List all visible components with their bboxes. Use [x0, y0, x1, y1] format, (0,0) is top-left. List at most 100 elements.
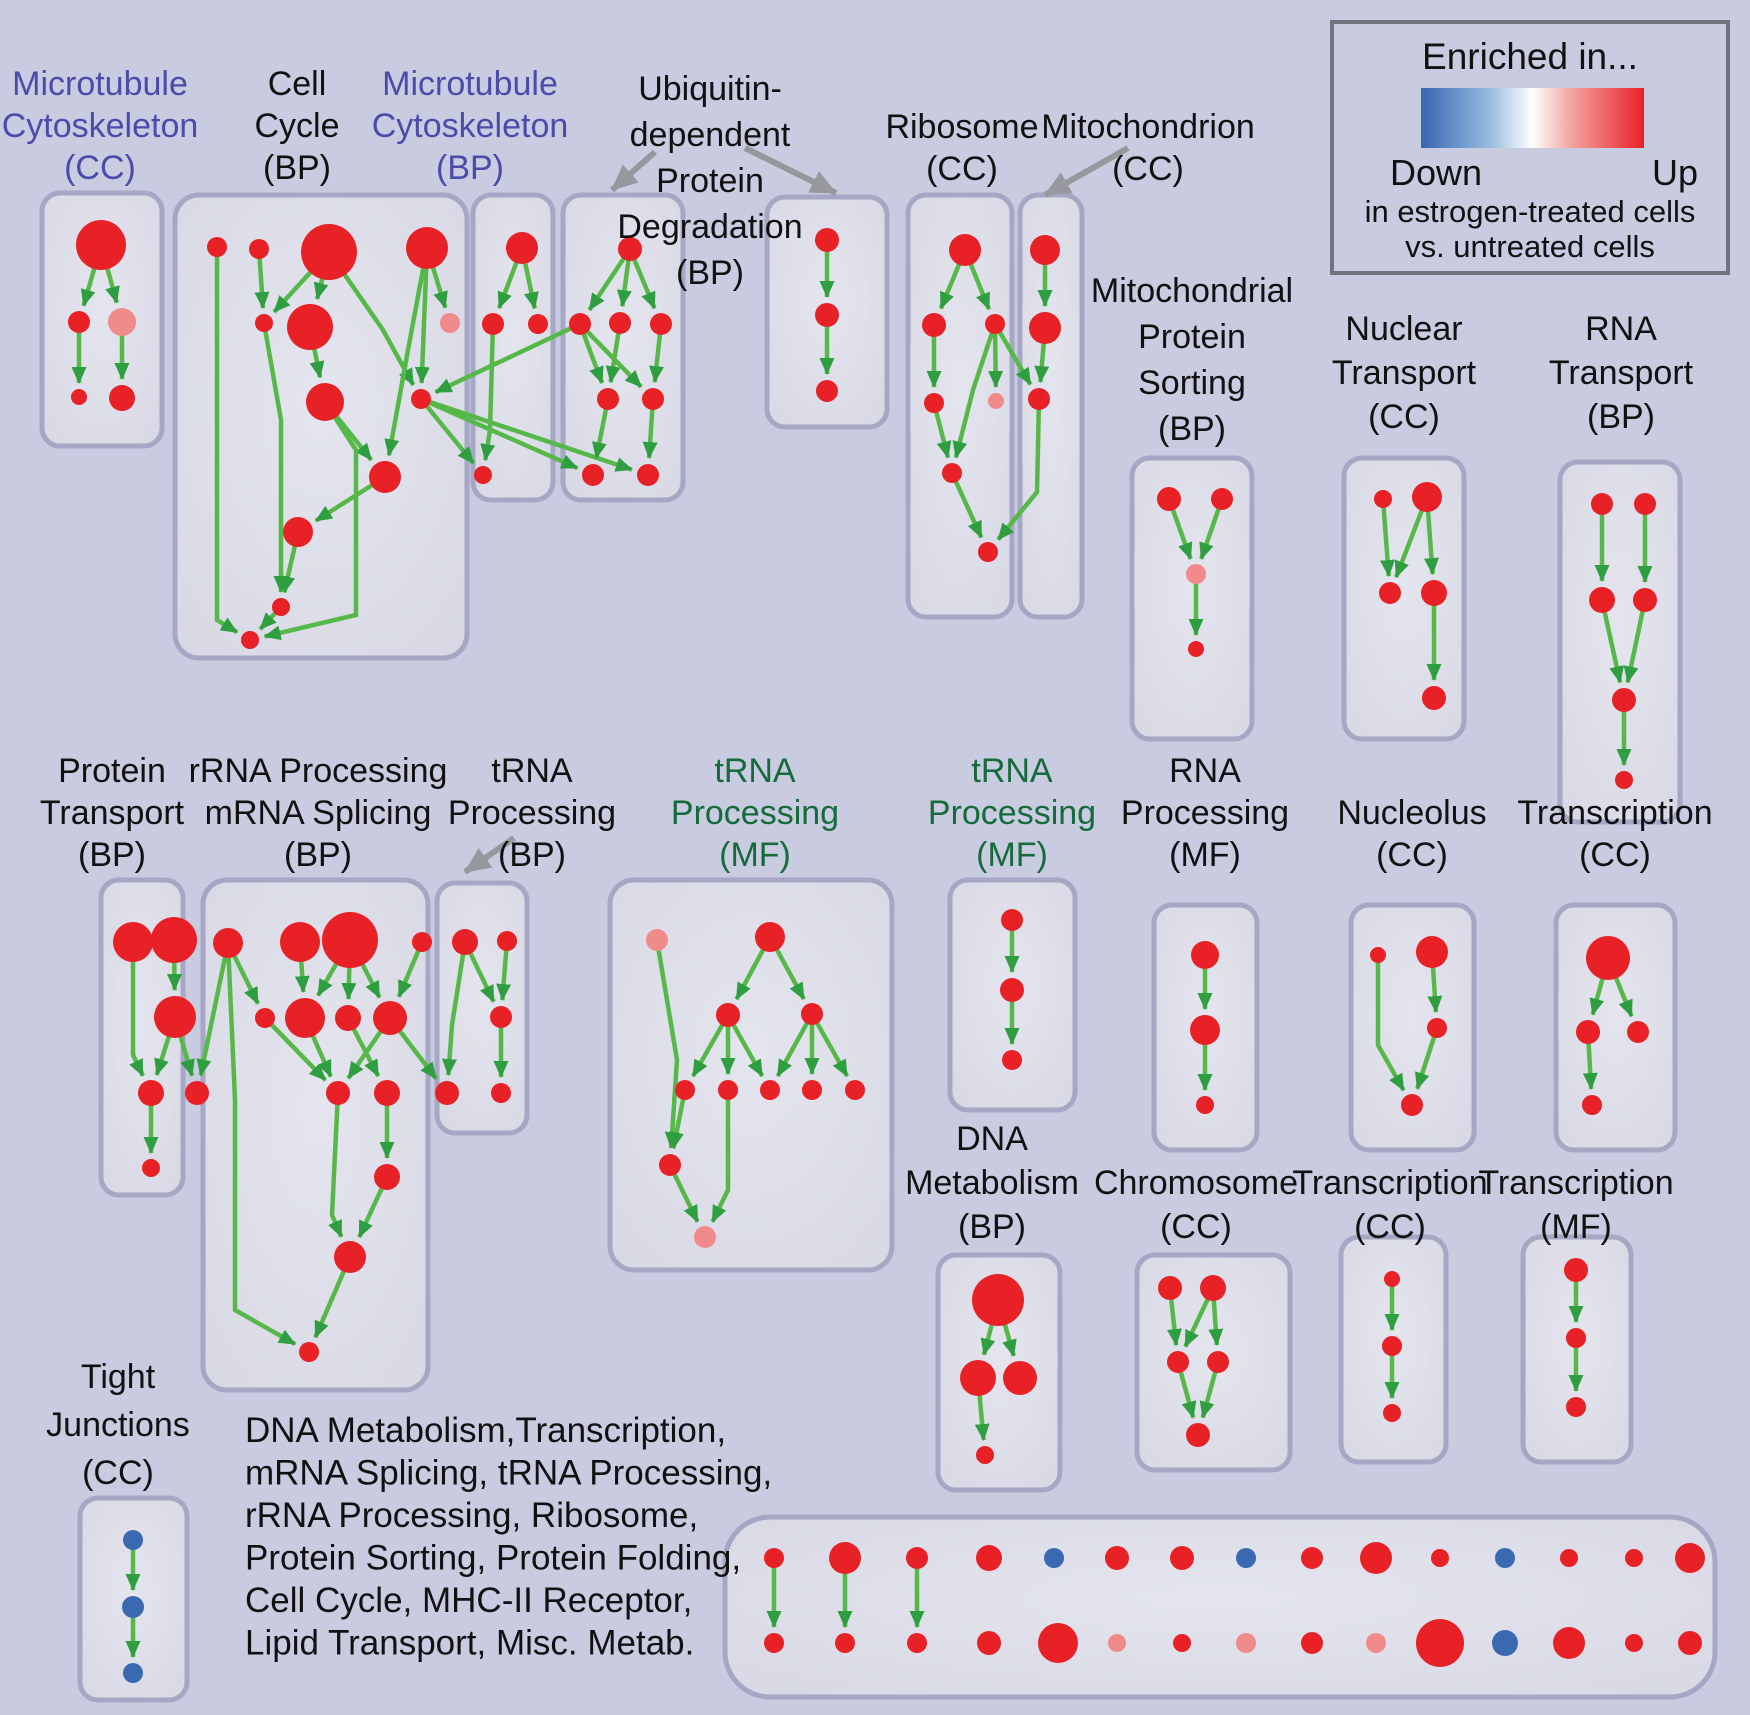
- go-term-node: [1495, 1548, 1515, 1568]
- cluster-label: (CC): [1376, 836, 1448, 874]
- go-term-node: [1615, 771, 1633, 789]
- go-term-node: [1158, 1276, 1182, 1300]
- relation-edge-arrow: [1415, 1027, 1440, 1090]
- go-term-node: [287, 304, 333, 350]
- relation-edge-arrow: [419, 397, 476, 465]
- go-term-node: [675, 1080, 695, 1100]
- go-term-node: [1105, 1546, 1129, 1570]
- go-term-node: [142, 1159, 160, 1177]
- relation-edge-arrow: [996, 398, 1042, 542]
- cluster-label: (MF): [1169, 836, 1241, 874]
- go-term-node: [924, 393, 944, 413]
- cluster-label: Tight: [81, 1358, 156, 1396]
- cluster-label: dependent: [630, 116, 791, 154]
- go-term-node: [976, 1545, 1002, 1571]
- go-term-node: [491, 1083, 511, 1103]
- cluster-box: [172, 192, 470, 661]
- cluster-label: Junctions: [46, 1406, 190, 1444]
- go-term-node: [280, 922, 320, 962]
- go-term-node: [185, 1081, 209, 1105]
- cluster-label: Cytoskeleton: [372, 107, 569, 145]
- go-term-node: [1028, 388, 1050, 410]
- go-term-node: [755, 922, 785, 952]
- go-term-node: [978, 542, 998, 562]
- go-term-node: [123, 1530, 143, 1550]
- cluster-label: RNA: [1169, 752, 1241, 790]
- go-term-node: [369, 461, 401, 493]
- label-pointer-arrow: [610, 149, 657, 193]
- legend-up-label: Up: [1651, 152, 1698, 193]
- cluster-label: (BP): [498, 836, 566, 874]
- cluster-label: Cytoskeleton: [2, 107, 199, 145]
- legend-down-label: Down: [1390, 152, 1483, 193]
- cluster-box: [1341, 455, 1467, 742]
- go-term-node: [1191, 941, 1219, 969]
- relation-edge-arrow: [225, 942, 297, 1347]
- go-term-node: [646, 929, 668, 951]
- go-term-node: [829, 1542, 861, 1574]
- go-term-node: [1416, 1619, 1464, 1667]
- legend-box: Enriched in... Down Up in estrogen-treat…: [1330, 20, 1730, 275]
- go-term-node: [373, 1001, 407, 1035]
- go-term-node: [694, 1226, 716, 1248]
- relation-edge-arrow: [810, 1012, 850, 1078]
- go-term-node: [249, 239, 269, 259]
- go-term-node: [412, 932, 432, 952]
- cluster-label: (CC): [926, 150, 998, 188]
- go-term-node: [1157, 487, 1181, 511]
- go-term-node: [718, 1080, 738, 1100]
- go-term-node: [1382, 1336, 1402, 1356]
- relation-edge-arrow: [434, 321, 581, 395]
- relation-edge-arrow: [952, 323, 998, 459]
- go-term-node: [985, 314, 1005, 334]
- go-term-node: [609, 312, 631, 334]
- cluster-label: Processing: [928, 794, 1096, 832]
- go-term-node: [1566, 1397, 1586, 1417]
- go-term-node: [1236, 1548, 1256, 1568]
- go-term-node: [1196, 1096, 1214, 1114]
- go-term-node: [1038, 1623, 1078, 1663]
- relation-edge-arrow: [129, 942, 145, 1077]
- go-term-node: [801, 1003, 823, 1025]
- go-term-node: [1678, 1631, 1702, 1655]
- go-term-node: [977, 1631, 1001, 1655]
- cluster-label: (CC): [1160, 1208, 1232, 1246]
- go-term-node: [1003, 1361, 1037, 1395]
- go-term-node: [1030, 235, 1060, 265]
- go-term-node: [490, 1006, 512, 1028]
- go-term-node: [1384, 1271, 1400, 1287]
- go-term-node: [1170, 1546, 1194, 1570]
- go-term-node: [1612, 688, 1636, 712]
- go-term-node: [1366, 1633, 1386, 1653]
- go-term-node: [972, 1274, 1024, 1326]
- go-term-node: [306, 383, 344, 421]
- cluster-label: (BP): [958, 1208, 1026, 1246]
- relation-edge-arrow: [480, 323, 496, 462]
- go-term-node: [1492, 1630, 1518, 1656]
- go-term-node: [1416, 936, 1448, 968]
- go-term-node: [528, 314, 548, 334]
- go-term-node: [976, 1446, 994, 1464]
- relation-edge-arrow: [988, 323, 1004, 389]
- go-term-node: [1108, 1634, 1126, 1652]
- go-term-node: [1625, 1549, 1643, 1567]
- go-term-node: [334, 1241, 366, 1273]
- cluster-label: Transcription: [1478, 1164, 1673, 1202]
- go-term-node: [1186, 564, 1206, 584]
- legend-subtitle-1: in estrogen-treated cells: [1364, 194, 1696, 229]
- go-term-node: [1576, 1020, 1600, 1044]
- go-term-node: [452, 929, 478, 955]
- go-term-node: [113, 922, 153, 962]
- go-term-node: [151, 917, 197, 963]
- go-term-node: [988, 393, 1004, 409]
- go-term-node: [440, 313, 460, 333]
- go-term-node: [138, 1080, 164, 1106]
- cluster-label: Mitochondrion: [1041, 108, 1255, 146]
- relation-edge-arrow: [587, 247, 632, 312]
- go-term-node: [1421, 580, 1447, 606]
- go-term-node: [1422, 686, 1446, 710]
- cluster-label: (CC): [1579, 836, 1651, 874]
- cluster-label: Processing: [671, 794, 839, 832]
- go-term-node: [122, 1596, 144, 1618]
- cluster-label: Sorting: [1138, 364, 1246, 402]
